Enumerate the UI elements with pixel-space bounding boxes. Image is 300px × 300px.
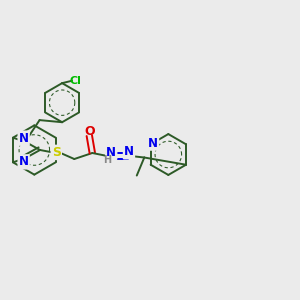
Text: N: N <box>124 145 134 158</box>
Text: O: O <box>85 125 95 138</box>
Text: N: N <box>148 136 158 150</box>
Text: Cl: Cl <box>69 76 81 86</box>
Text: N: N <box>19 132 29 145</box>
Text: N: N <box>106 146 116 159</box>
Text: N: N <box>19 155 29 168</box>
Text: H: H <box>103 154 111 165</box>
Text: S: S <box>52 146 61 159</box>
